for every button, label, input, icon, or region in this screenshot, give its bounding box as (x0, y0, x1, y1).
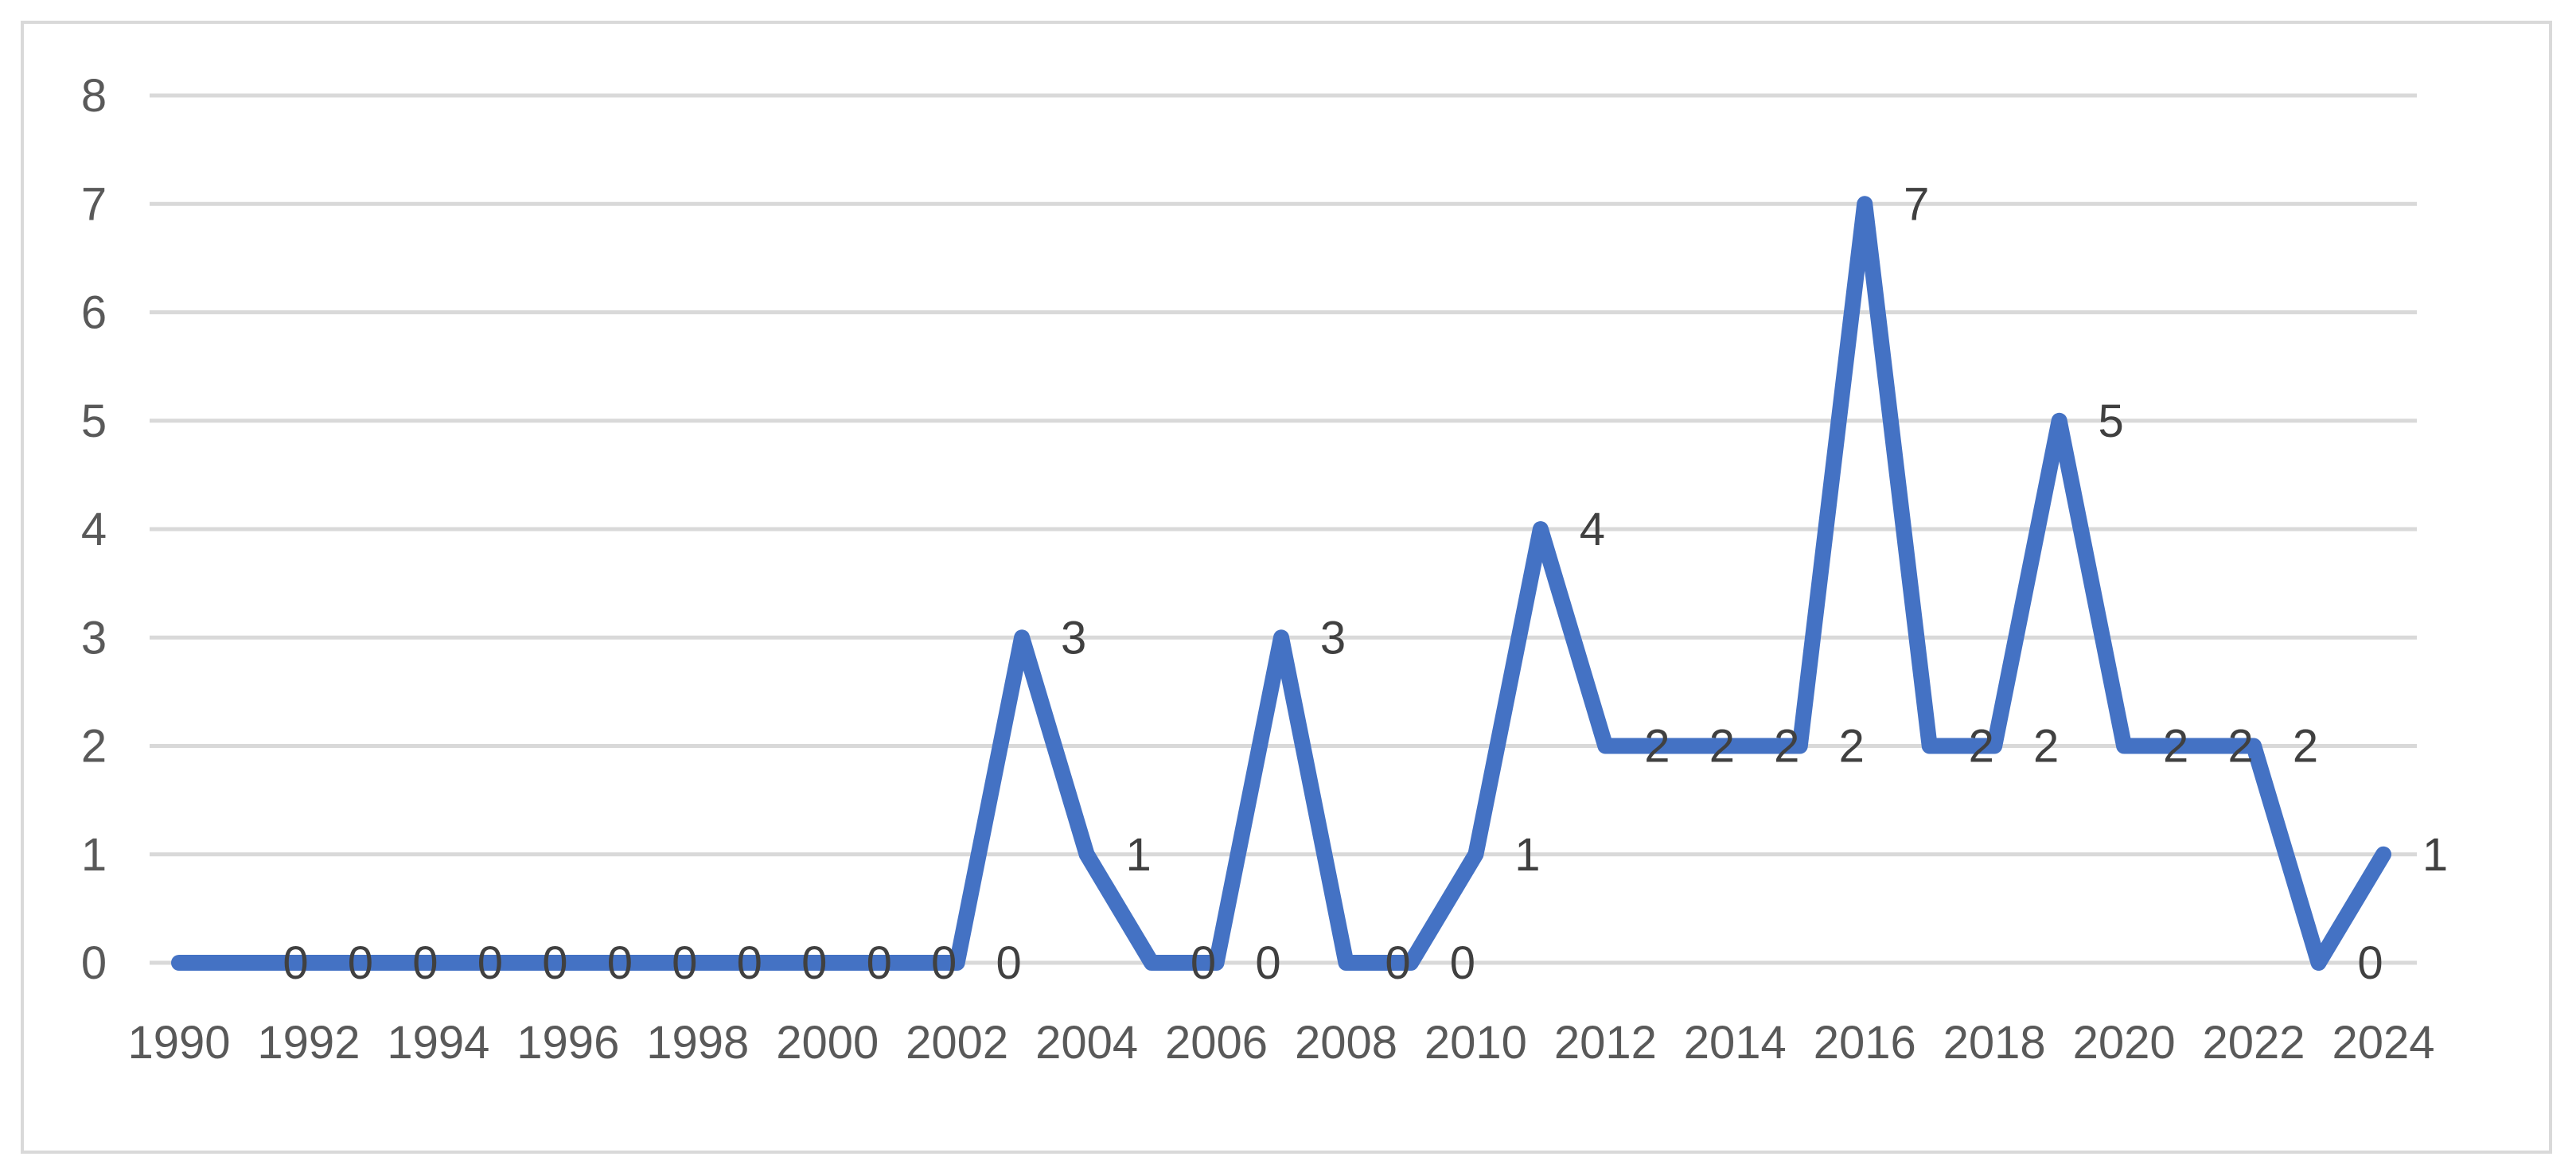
series-line-layer (171, 196, 2391, 971)
data-label: 2 (2033, 721, 2059, 773)
y-tick-label: 8 (81, 70, 107, 122)
data-label: 0 (1450, 937, 1475, 989)
x-tick-label: 1994 (387, 1017, 489, 1069)
data-label: 2 (1969, 721, 1994, 773)
data-label: 0 (996, 937, 1022, 989)
data-label: 0 (412, 937, 438, 989)
data-label: 0 (477, 937, 503, 989)
y-axis-tick-labels: 0 1 2 3 4 5 6 7 8 (81, 70, 107, 989)
x-tick-label: 2022 (2203, 1017, 2305, 1069)
data-label: 0 (801, 937, 827, 989)
y-tick-label: 4 (81, 504, 107, 555)
x-tick-label: 2008 (1295, 1017, 1397, 1069)
x-tick-label: 2020 (2073, 1017, 2176, 1069)
data-label: 1 (2422, 829, 2448, 881)
x-tick-label: 1996 (516, 1017, 619, 1069)
data-label: 2 (1644, 721, 1670, 773)
data-label: 4 (1580, 504, 1605, 555)
x-tick-label: 2010 (1424, 1017, 1527, 1069)
data-label: 0 (542, 937, 567, 989)
gridlines (150, 93, 2417, 965)
data-label: 1 (1125, 829, 1151, 881)
x-tick-label: 1990 (127, 1017, 230, 1069)
y-tick-label: 0 (81, 937, 107, 989)
data-label: 0 (283, 937, 308, 989)
x-axis-tick-labels: 1990 1992 1994 1996 1998 2000 2002 2004 2006 2008… (127, 1017, 2434, 1069)
data-label: 0 (1191, 937, 1216, 989)
data-label: 2 (2293, 721, 2318, 773)
x-tick-label: 2018 (1943, 1017, 2046, 1069)
y-tick-label: 6 (81, 287, 107, 339)
data-label: 0 (931, 937, 957, 989)
x-tick-label: 2016 (1814, 1017, 1916, 1069)
y-tick-label: 7 (81, 178, 107, 230)
data-label: 5 (2099, 395, 2124, 447)
data-label: 0 (607, 937, 633, 989)
x-tick-label: 2004 (1035, 1017, 1138, 1069)
data-label: 0 (672, 937, 697, 989)
y-tick-label: 3 (81, 612, 107, 664)
data-label: 0 (867, 937, 892, 989)
series-line (171, 196, 2391, 971)
data-label: 0 (348, 937, 373, 989)
data-label: 0 (2357, 937, 2383, 989)
data-label: 3 (1061, 612, 1086, 664)
x-tick-label: 2014 (1684, 1017, 1787, 1069)
data-label: 1 (1514, 829, 1540, 881)
data-label: 2 (2163, 721, 2188, 773)
data-label: 3 (1320, 612, 1346, 664)
data-label: 2 (2227, 721, 2253, 773)
x-tick-label: 2006 (1165, 1017, 1268, 1069)
x-tick-label: 2002 (906, 1017, 1008, 1069)
data-label: 2 (1709, 721, 1735, 773)
x-tick-label: 2000 (776, 1017, 879, 1069)
x-tick-label: 2012 (1554, 1017, 1657, 1069)
y-tick-label: 5 (81, 395, 107, 447)
x-tick-label: 1992 (257, 1017, 360, 1069)
data-label: 0 (737, 937, 762, 989)
x-tick-label: 2024 (2332, 1017, 2434, 1069)
y-tick-label: 1 (81, 829, 107, 881)
data-label: 0 (1385, 937, 1410, 989)
data-label: 0 (1255, 937, 1280, 989)
y-tick-label: 2 (81, 721, 107, 773)
data-label: 2 (1839, 721, 1865, 773)
x-tick-label: 1998 (646, 1017, 749, 1069)
data-label: 2 (1774, 721, 1799, 773)
data-label: 7 (1904, 178, 1929, 230)
